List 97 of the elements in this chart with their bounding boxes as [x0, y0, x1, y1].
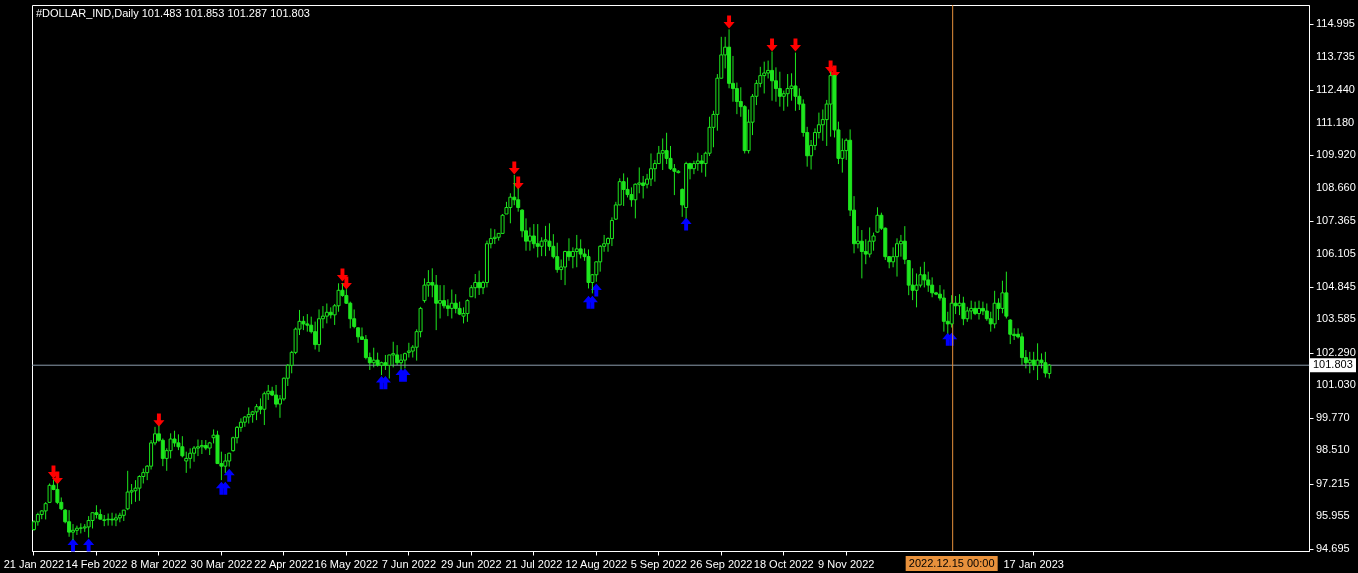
candlestick: [777, 71, 782, 108]
x-tick-label: 21 Jan 2022: [3, 557, 65, 570]
chart-title: #DOLLAR_IND,Daily 101.483 101.853 101.287 101.803: [36, 7, 310, 19]
y-tick-label: 113.735: [1316, 49, 1355, 62]
candlestick: [949, 294, 954, 329]
point: [766, 38, 778, 52]
point: [508, 161, 520, 175]
y-tick-label: 114.995: [1316, 17, 1355, 30]
candlestick: [473, 273, 478, 299]
candlestick: [648, 152, 653, 187]
y-tick-label: 107.365: [1316, 214, 1356, 227]
candlestick: [1019, 332, 1024, 366]
x-tick-label: 9 Nov 2022: [818, 557, 875, 570]
candlestick: [957, 293, 962, 316]
candlestick: [74, 525, 79, 536]
x-tick-label: 14 Feb 2022: [65, 557, 128, 570]
candlestick: [578, 238, 583, 259]
candlestick: [973, 301, 978, 316]
candlestick: [406, 342, 411, 359]
candlestick: [574, 234, 579, 268]
candlestick: [71, 523, 75, 541]
y-tick-label: 103.585: [1316, 312, 1356, 325]
point: [680, 217, 692, 231]
candlestick: [67, 509, 72, 538]
y-tick-label: 111.180: [1316, 115, 1355, 128]
candlestick: [941, 289, 946, 333]
point: [723, 15, 735, 29]
point: [590, 283, 602, 297]
candlestick: [762, 61, 767, 94]
x-tick-label: 21 Jul 2022: [505, 557, 563, 570]
y-tick-label: 95.955: [1316, 509, 1350, 522]
candlestick: [770, 51, 775, 102]
x-tick-label: 2022.12.15 00:00: [908, 557, 995, 569]
y-tick-label: 106.105: [1316, 246, 1356, 259]
candlestick: [391, 341, 396, 368]
x-tick-label: 22 Apr 2022: [254, 557, 314, 570]
point: [223, 468, 235, 482]
y-tick-label: 94.695: [1316, 542, 1350, 555]
candlestick: [512, 174, 517, 206]
candlestick: [535, 223, 540, 258]
candlestick: [859, 229, 864, 279]
candlestick: [438, 284, 443, 319]
x-tick-label: 7 Jun 2022: [381, 557, 437, 570]
candlestick: [188, 447, 193, 469]
x-tick-label: 29 Jun 2022: [441, 557, 502, 570]
candlestick: [992, 290, 997, 329]
candlestick: [387, 354, 392, 379]
x-tick-label: 16 May 2022: [314, 557, 379, 570]
x-tick-label: 26 Sep 2022: [690, 557, 753, 570]
candlestick: [895, 237, 899, 278]
x-tick-label: 18 Oct 2022: [753, 557, 814, 570]
candlestick: [785, 73, 790, 108]
candlestick: [110, 512, 115, 527]
candlestick: [793, 52, 798, 112]
candlestick: [527, 226, 532, 252]
candlestick: [133, 479, 138, 503]
candlestick: [977, 300, 982, 321]
candlestick: [113, 513, 118, 527]
candlestick: [477, 270, 482, 296]
candlestick: [395, 344, 400, 366]
y-tick-label: 99.770: [1316, 410, 1350, 423]
x-tick-label: 30 Mar 2022: [190, 557, 253, 570]
candlestick: [621, 172, 626, 207]
candlestick: [867, 226, 872, 258]
candlestick: [1027, 351, 1032, 374]
x-tick-label: 17 Jan 2023: [1003, 557, 1064, 570]
y-tick-label: 104.845: [1316, 279, 1356, 292]
point: [83, 538, 95, 552]
y-tick-label: 101.030: [1316, 378, 1356, 391]
candlestick: [922, 261, 927, 288]
x-tick-label: 12 Aug 2022: [565, 557, 628, 570]
y-tick-label: 97.215: [1316, 476, 1350, 489]
candlestick: [1004, 271, 1009, 319]
point: [153, 413, 165, 427]
candlestick: [543, 225, 548, 257]
candlestick: [371, 347, 376, 368]
candlestick: [969, 300, 974, 321]
point: [51, 471, 63, 485]
y-tick-label: 98.510: [1316, 443, 1350, 456]
candlestick: [313, 321, 318, 351]
y-tick-label: 108.660: [1316, 180, 1356, 193]
candlestick: [449, 289, 454, 319]
ref-line-label: 101.803: [1313, 358, 1353, 371]
point: [512, 176, 524, 190]
y-tick-label: 112.440: [1316, 83, 1355, 96]
x-tick-label: 5 Sep 2022: [630, 557, 687, 570]
y-tick-label: 102.290: [1316, 345, 1356, 358]
candlestick: [199, 439, 204, 455]
candlestick: [695, 152, 700, 172]
point: [67, 538, 79, 552]
candlestick: [324, 302, 329, 324]
candlestick: [902, 225, 907, 265]
candlestick: [453, 293, 458, 314]
candlestick: [117, 512, 122, 523]
point: [340, 276, 352, 290]
x-tick-label: 8 Mar 2022: [131, 557, 187, 570]
y-tick-label: 109.920: [1316, 148, 1356, 161]
